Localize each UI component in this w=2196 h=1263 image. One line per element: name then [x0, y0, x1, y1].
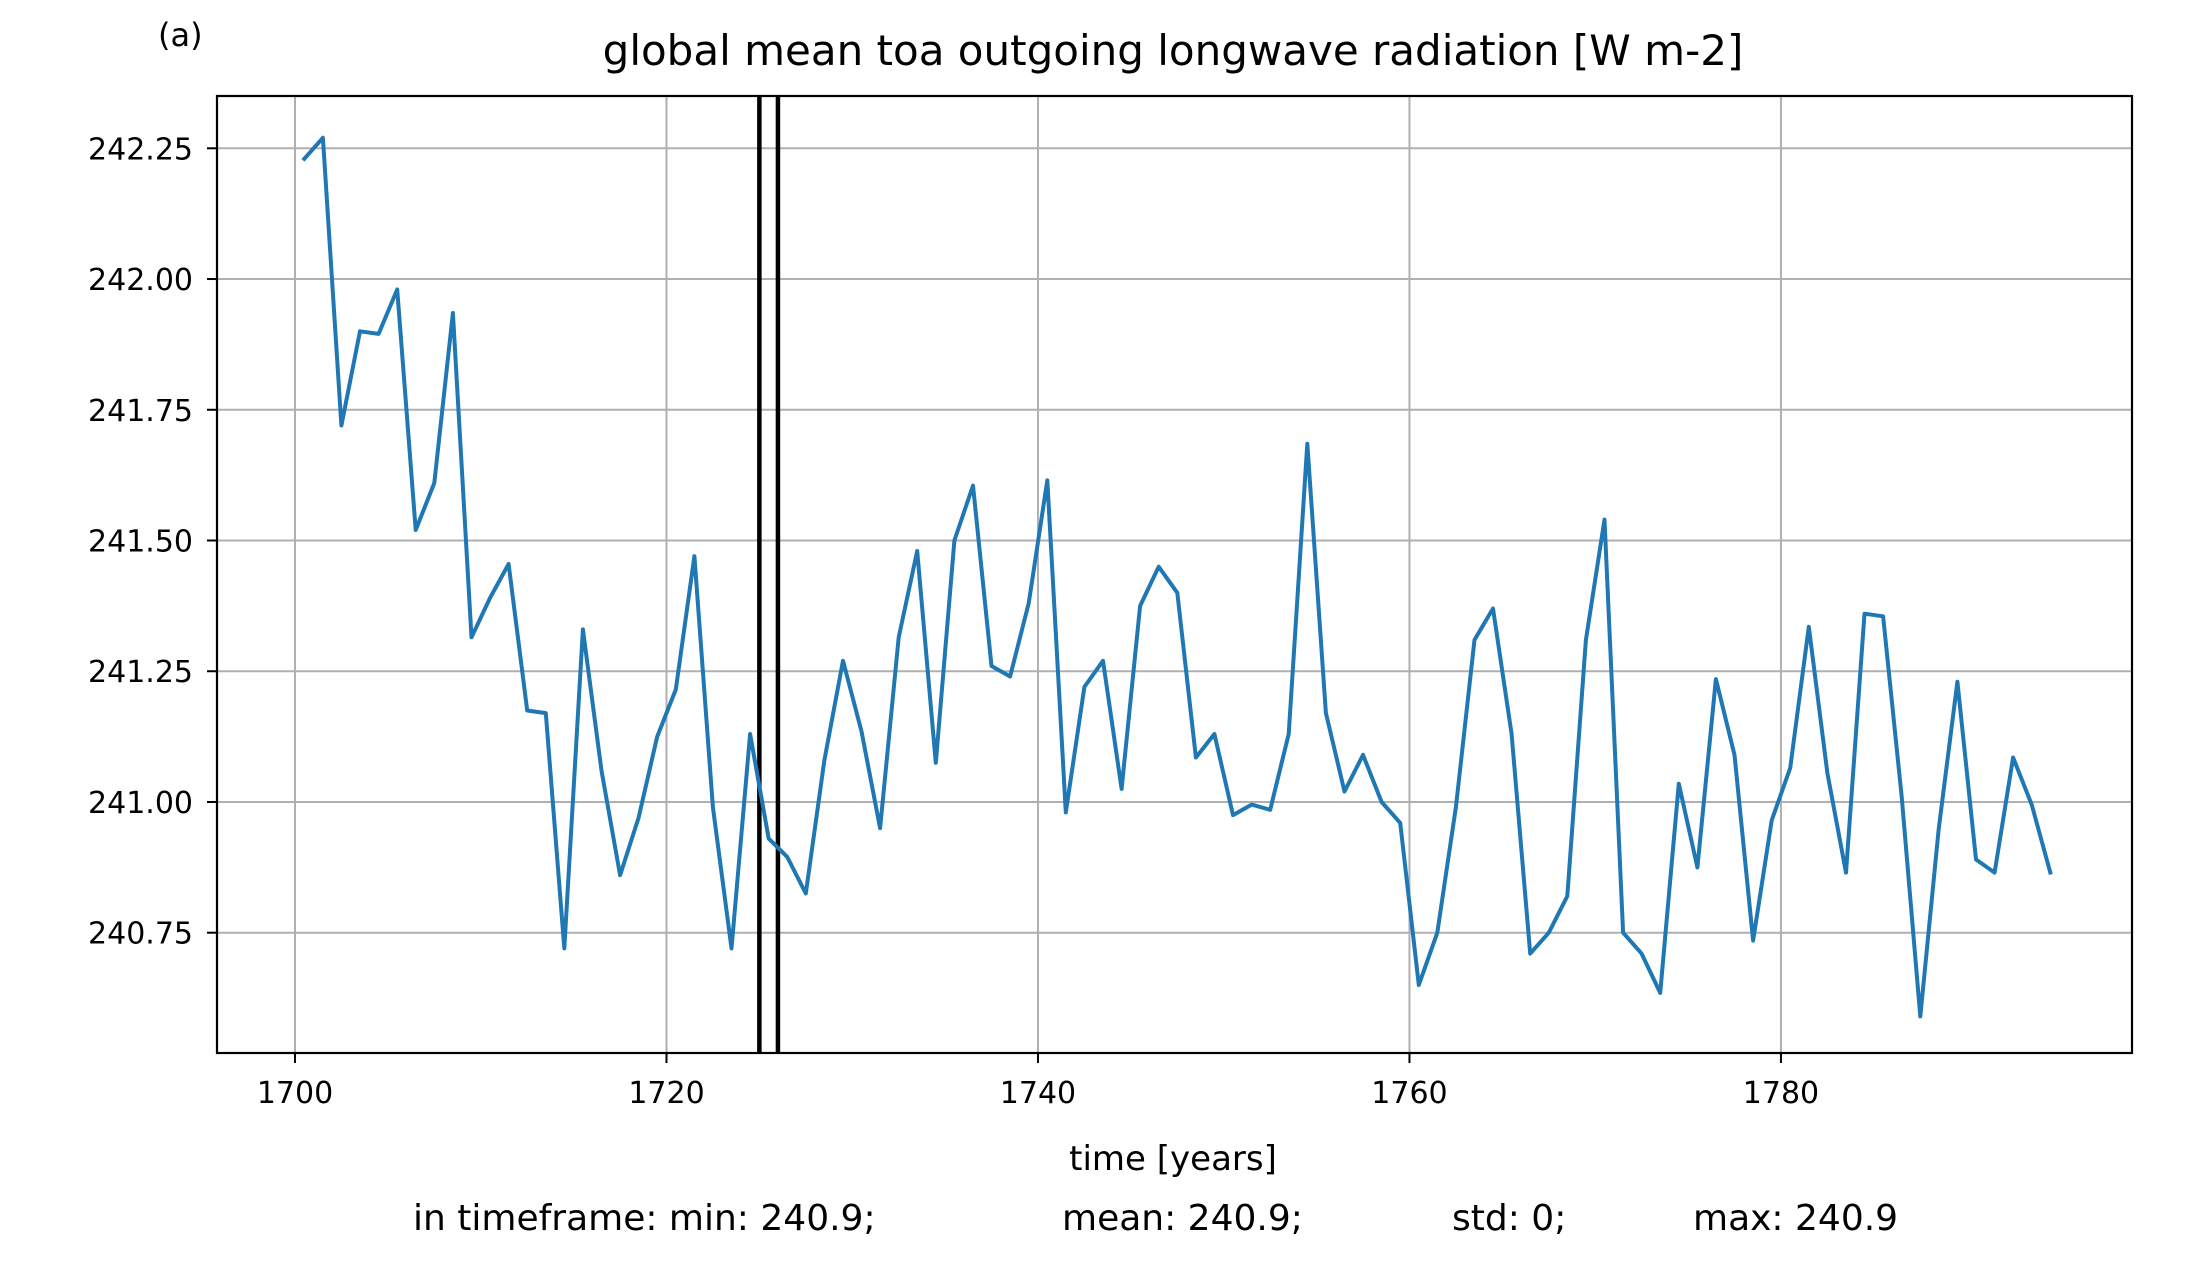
stat-mean: mean: 240.9;	[1062, 1198, 1303, 1239]
series-layer	[301, 135, 2053, 1019]
x-tick-label: 1720	[628, 1076, 704, 1111]
y-tick-label: 242.00	[88, 263, 193, 298]
y-tick-label: 241.25	[88, 655, 193, 690]
y-tick-label: 241.00	[88, 786, 193, 821]
stats-bar: in timeframe: min: 240.9; mean: 240.9; s…	[0, 1198, 2196, 1248]
x-axis: 1700 1720 1740 1760 1780	[257, 1053, 1819, 1111]
stat-max: max: 240.9	[1693, 1198, 1899, 1239]
reference-lines	[757, 96, 781, 1053]
line-chart: (a) global mean toa outgoing longwave ra…	[88, 16, 2134, 1179]
x-tick-label: 1700	[257, 1076, 333, 1111]
grid	[217, 96, 2132, 1053]
y-tick-label: 242.25	[88, 132, 193, 167]
y-axis: 240.75 241.00 241.25 241.50 241.75 242.00 242.…	[88, 132, 217, 952]
chart-title: global mean toa outgoing longwave radiat…	[603, 26, 1744, 75]
y-tick-label: 241.75	[88, 394, 193, 429]
x-tick-label: 1760	[1371, 1076, 1447, 1111]
y-tick-label: 241.50	[88, 525, 193, 560]
stat-std: std: 0;	[1452, 1198, 1567, 1239]
x-axis-label: time [years]	[1069, 1139, 1277, 1179]
y-tick-label: 240.75	[88, 917, 193, 952]
x-tick-label: 1780	[1743, 1076, 1819, 1111]
x-tick-label: 1740	[1000, 1076, 1076, 1111]
series-line	[301, 135, 2053, 1019]
panel-label: (a)	[158, 16, 203, 54]
stat-min: in timeframe: min: 240.9;	[413, 1198, 876, 1239]
plot-frame	[215, 94, 2134, 1055]
